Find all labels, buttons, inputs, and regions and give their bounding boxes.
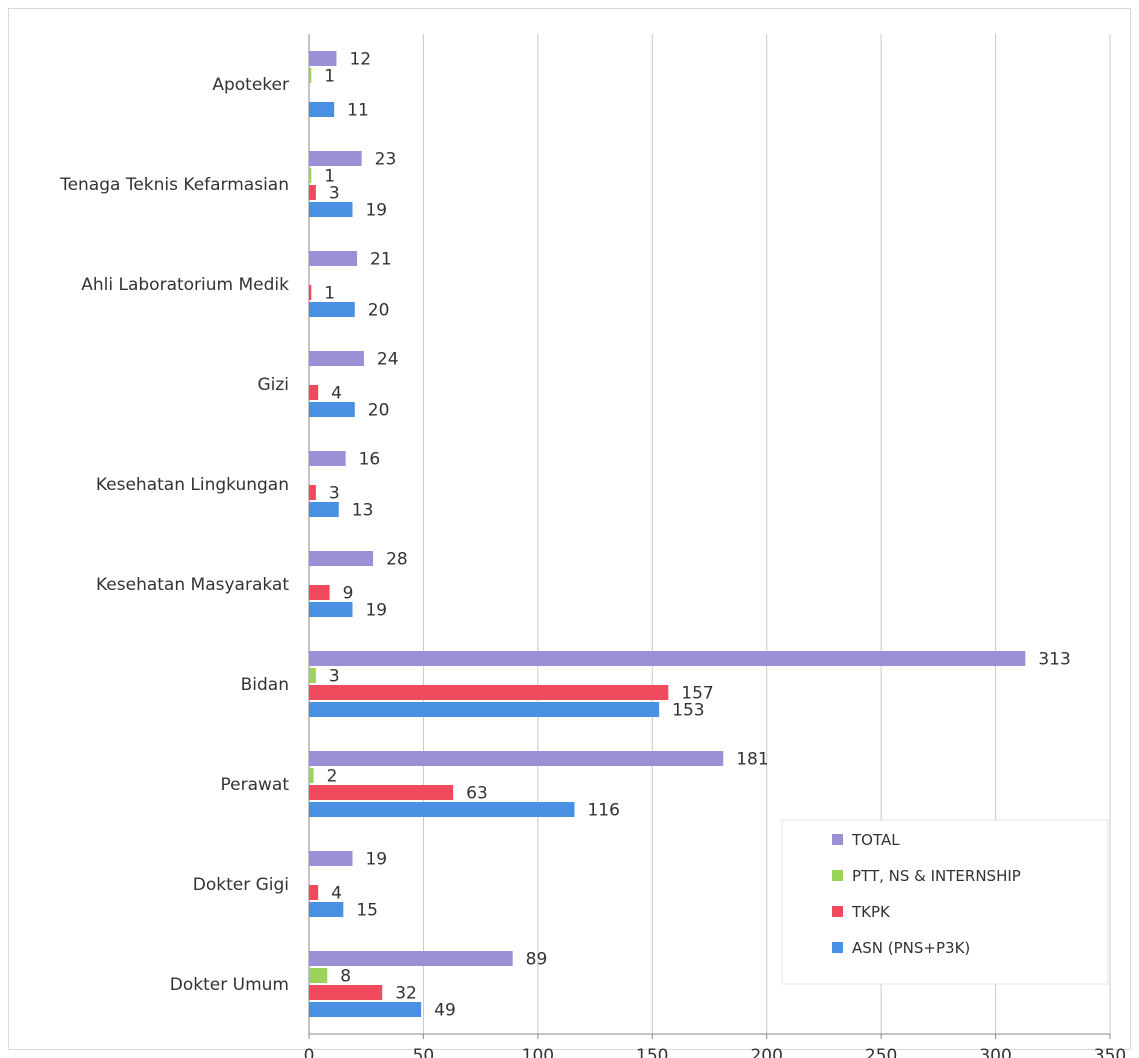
bar-total-dokter-umum — [309, 951, 513, 966]
legend-label-asn-pns-p3k: ASN (PNS+P3K) — [852, 939, 970, 957]
category-label-kesehatan-lingkungan: Kesehatan Lingkungan — [96, 475, 289, 495]
category-label-kesehatan-masyarakat: Kesehatan Masyarakat — [96, 575, 289, 595]
bar-total-apoteker — [309, 51, 337, 66]
bar-tkpk-tenaga-teknis-kefarmasian — [309, 185, 316, 200]
category-label-apoteker: Apoteker — [212, 75, 289, 95]
data-label-asn-pns-p3k-perawat: 116 — [587, 801, 619, 821]
bar-total-gizi — [309, 351, 364, 366]
bar-tkpk-dokter-gigi — [309, 885, 319, 900]
bar-ptt-ns-internship-perawat — [309, 768, 314, 783]
data-label-total-ahli-laboratorium-medik: 21 — [370, 250, 392, 270]
data-label-total-apoteker: 12 — [349, 50, 371, 70]
legend-label-total: TOTAL — [851, 831, 900, 849]
data-label-asn-pns-p3k-tenaga-teknis-kefarmasian: 19 — [365, 201, 387, 221]
x-tick-label: 150 — [636, 1046, 668, 1058]
legend-label-tkpk: TKPK — [851, 903, 891, 921]
category-label-dokter-gigi: Dokter Gigi — [193, 875, 289, 895]
x-tick-label: 0 — [304, 1046, 315, 1058]
bar-tkpk-ahli-laboratorium-medik — [309, 285, 312, 300]
legend-swatch-tkpk — [832, 906, 843, 917]
data-label-tkpk-bidan: 157 — [681, 684, 713, 704]
bar-total-ahli-laboratorium-medik — [309, 251, 358, 266]
bar-tkpk-bidan — [309, 685, 669, 700]
data-label-tkpk-ahli-laboratorium-medik: 1 — [324, 284, 335, 304]
x-tick-label: 350 — [1094, 1046, 1126, 1058]
data-label-total-kesehatan-lingkungan: 16 — [359, 450, 381, 470]
bar-asn-pns-p3k-kesehatan-lingkungan — [309, 502, 339, 517]
data-label-tkpk-perawat: 63 — [466, 784, 488, 804]
x-tick-label: 200 — [750, 1046, 782, 1058]
bar-tkpk-gizi — [309, 385, 319, 400]
category-label-gizi: Gizi — [257, 375, 289, 395]
data-label-ptt-ns-internship-apoteker: 1 — [324, 67, 335, 87]
data-label-tkpk-kesehatan-masyarakat: 9 — [343, 584, 354, 604]
legend-swatch-total — [832, 834, 843, 845]
bar-asn-pns-p3k-apoteker — [309, 102, 335, 117]
bar-asn-pns-p3k-kesehatan-masyarakat — [309, 602, 353, 617]
bar-asn-pns-p3k-dokter-umum — [309, 1002, 422, 1017]
bar-total-tenaga-teknis-kefarmasian — [309, 151, 362, 166]
bar-tkpk-dokter-umum — [309, 985, 383, 1000]
bar-asn-pns-p3k-tenaga-teknis-kefarmasian — [309, 202, 353, 217]
data-label-tkpk-kesehatan-lingkungan: 3 — [329, 484, 340, 504]
bar-ptt-ns-internship-bidan — [309, 668, 316, 683]
data-label-ptt-ns-internship-tenaga-teknis-kefarmasian: 1 — [324, 167, 335, 187]
bar-total-dokter-gigi — [309, 851, 353, 866]
legend-swatch-asn-pns-p3k — [832, 942, 843, 953]
data-label-asn-pns-p3k-dokter-gigi: 15 — [356, 901, 378, 921]
x-tick-label: 50 — [413, 1046, 435, 1058]
category-label-tenaga-teknis-kefarmasian: Tenaga Teknis Kefarmasian — [59, 175, 289, 195]
bar-ptt-ns-internship-apoteker — [309, 68, 312, 83]
category-label-perawat: Perawat — [221, 775, 290, 795]
category-label-ahli-laboratorium-medik: Ahli Laboratorium Medik — [81, 275, 289, 295]
data-label-asn-pns-p3k-dokter-umum: 49 — [434, 1001, 456, 1021]
data-label-total-gizi: 24 — [377, 350, 399, 370]
data-label-asn-pns-p3k-kesehatan-masyarakat: 19 — [365, 601, 387, 621]
data-label-total-dokter-gigi: 19 — [365, 850, 387, 870]
bar-tkpk-kesehatan-lingkungan — [309, 485, 316, 500]
category-label-bidan: Bidan — [241, 675, 289, 695]
data-label-total-bidan: 313 — [1038, 650, 1070, 670]
bar-ptt-ns-internship-tenaga-teknis-kefarmasian — [309, 168, 312, 183]
bar-asn-pns-p3k-gizi — [309, 402, 355, 417]
bar-total-perawat — [309, 751, 724, 766]
data-label-total-dokter-umum: 89 — [526, 950, 548, 970]
data-label-tkpk-dokter-umum: 32 — [395, 984, 417, 1004]
legend-swatch-ptt-ns-internship — [832, 870, 843, 881]
x-tick-label: 250 — [865, 1046, 897, 1058]
bar-total-kesehatan-lingkungan — [309, 451, 346, 466]
legend-box — [781, 819, 1109, 985]
bar-tkpk-perawat — [309, 785, 454, 800]
data-label-tkpk-tenaga-teknis-kefarmasian: 3 — [329, 184, 340, 204]
bar-asn-pns-p3k-dokter-gigi — [309, 902, 344, 917]
x-tick-label: 100 — [522, 1046, 554, 1058]
data-label-total-perawat: 181 — [736, 750, 768, 770]
data-label-ptt-ns-internship-perawat: 2 — [327, 767, 338, 787]
category-label-dokter-umum: Dokter Umum — [170, 975, 289, 995]
data-label-asn-pns-p3k-bidan: 153 — [672, 701, 704, 721]
bar-total-bidan — [309, 651, 1026, 666]
data-label-asn-pns-p3k-ahli-laboratorium-medik: 20 — [368, 301, 390, 321]
legend-label-ptt-ns-internship: PTT, NS & INTERNSHIP — [852, 867, 1021, 885]
bar-ptt-ns-internship-dokter-umum — [309, 968, 328, 983]
bar-asn-pns-p3k-perawat — [309, 802, 575, 817]
x-tick-label: 300 — [979, 1046, 1011, 1058]
data-label-asn-pns-p3k-gizi: 20 — [368, 401, 390, 421]
bar-asn-pns-p3k-ahli-laboratorium-medik — [309, 302, 355, 317]
data-label-tkpk-dokter-gigi: 4 — [331, 884, 342, 904]
bar-tkpk-kesehatan-masyarakat — [309, 585, 330, 600]
data-label-ptt-ns-internship-dokter-umum: 8 — [340, 967, 351, 987]
data-label-ptt-ns-internship-bidan: 3 — [329, 667, 340, 687]
data-label-asn-pns-p3k-kesehatan-lingkungan: 13 — [352, 501, 374, 521]
bar-total-kesehatan-masyarakat — [309, 551, 374, 566]
bar-asn-pns-p3k-bidan — [309, 702, 660, 717]
data-label-asn-pns-p3k-apoteker: 11 — [347, 101, 369, 121]
data-label-tkpk-gizi: 4 — [331, 384, 342, 404]
data-label-total-kesehatan-masyarakat: 28 — [386, 550, 408, 570]
data-label-total-tenaga-teknis-kefarmasian: 23 — [375, 150, 397, 170]
